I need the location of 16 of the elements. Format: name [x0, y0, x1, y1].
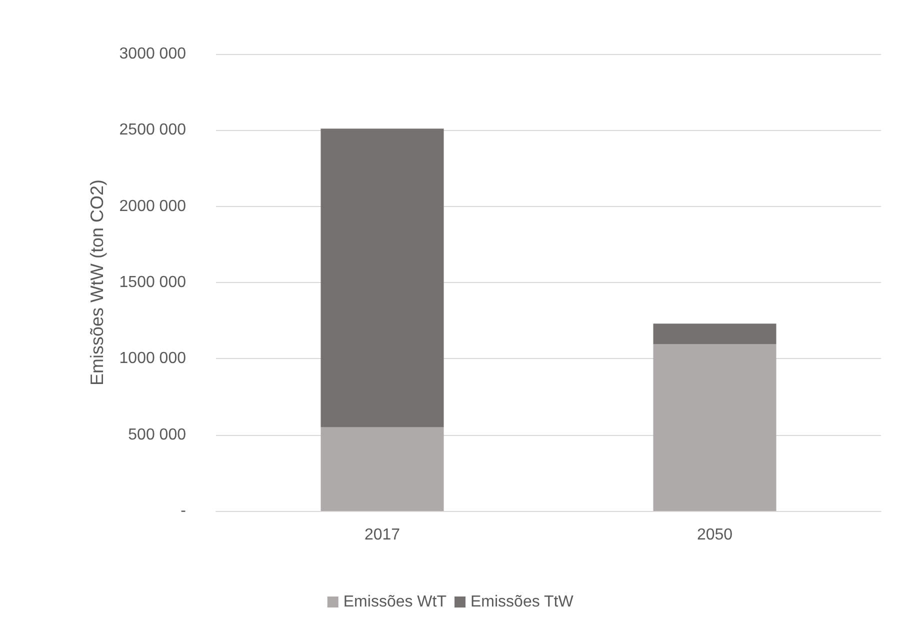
legend-label: Emissões TtW — [470, 594, 574, 610]
y-tick-label: 2000 000 — [119, 198, 186, 215]
y-tick-label: - — [180, 502, 186, 520]
y-tick-label: 500 000 — [128, 426, 186, 444]
bar — [320, 427, 444, 511]
y-tick-label: 2500 000 — [119, 122, 186, 139]
bar — [320, 128, 444, 428]
y-tick-label: 3000 000 — [119, 46, 186, 62]
y-tick-label: 1500 000 — [119, 274, 186, 291]
y-tick-label: 1000 000 — [119, 350, 186, 368]
bar — [653, 344, 776, 511]
bar — [653, 324, 776, 344]
legend-label: Emissões WtT — [343, 594, 447, 610]
x-tick-label: 2017 — [364, 526, 400, 544]
y-axis-title: Emissões WtW (ton CO2) — [87, 179, 107, 386]
x-tick-label: 2050 — [696, 526, 733, 544]
